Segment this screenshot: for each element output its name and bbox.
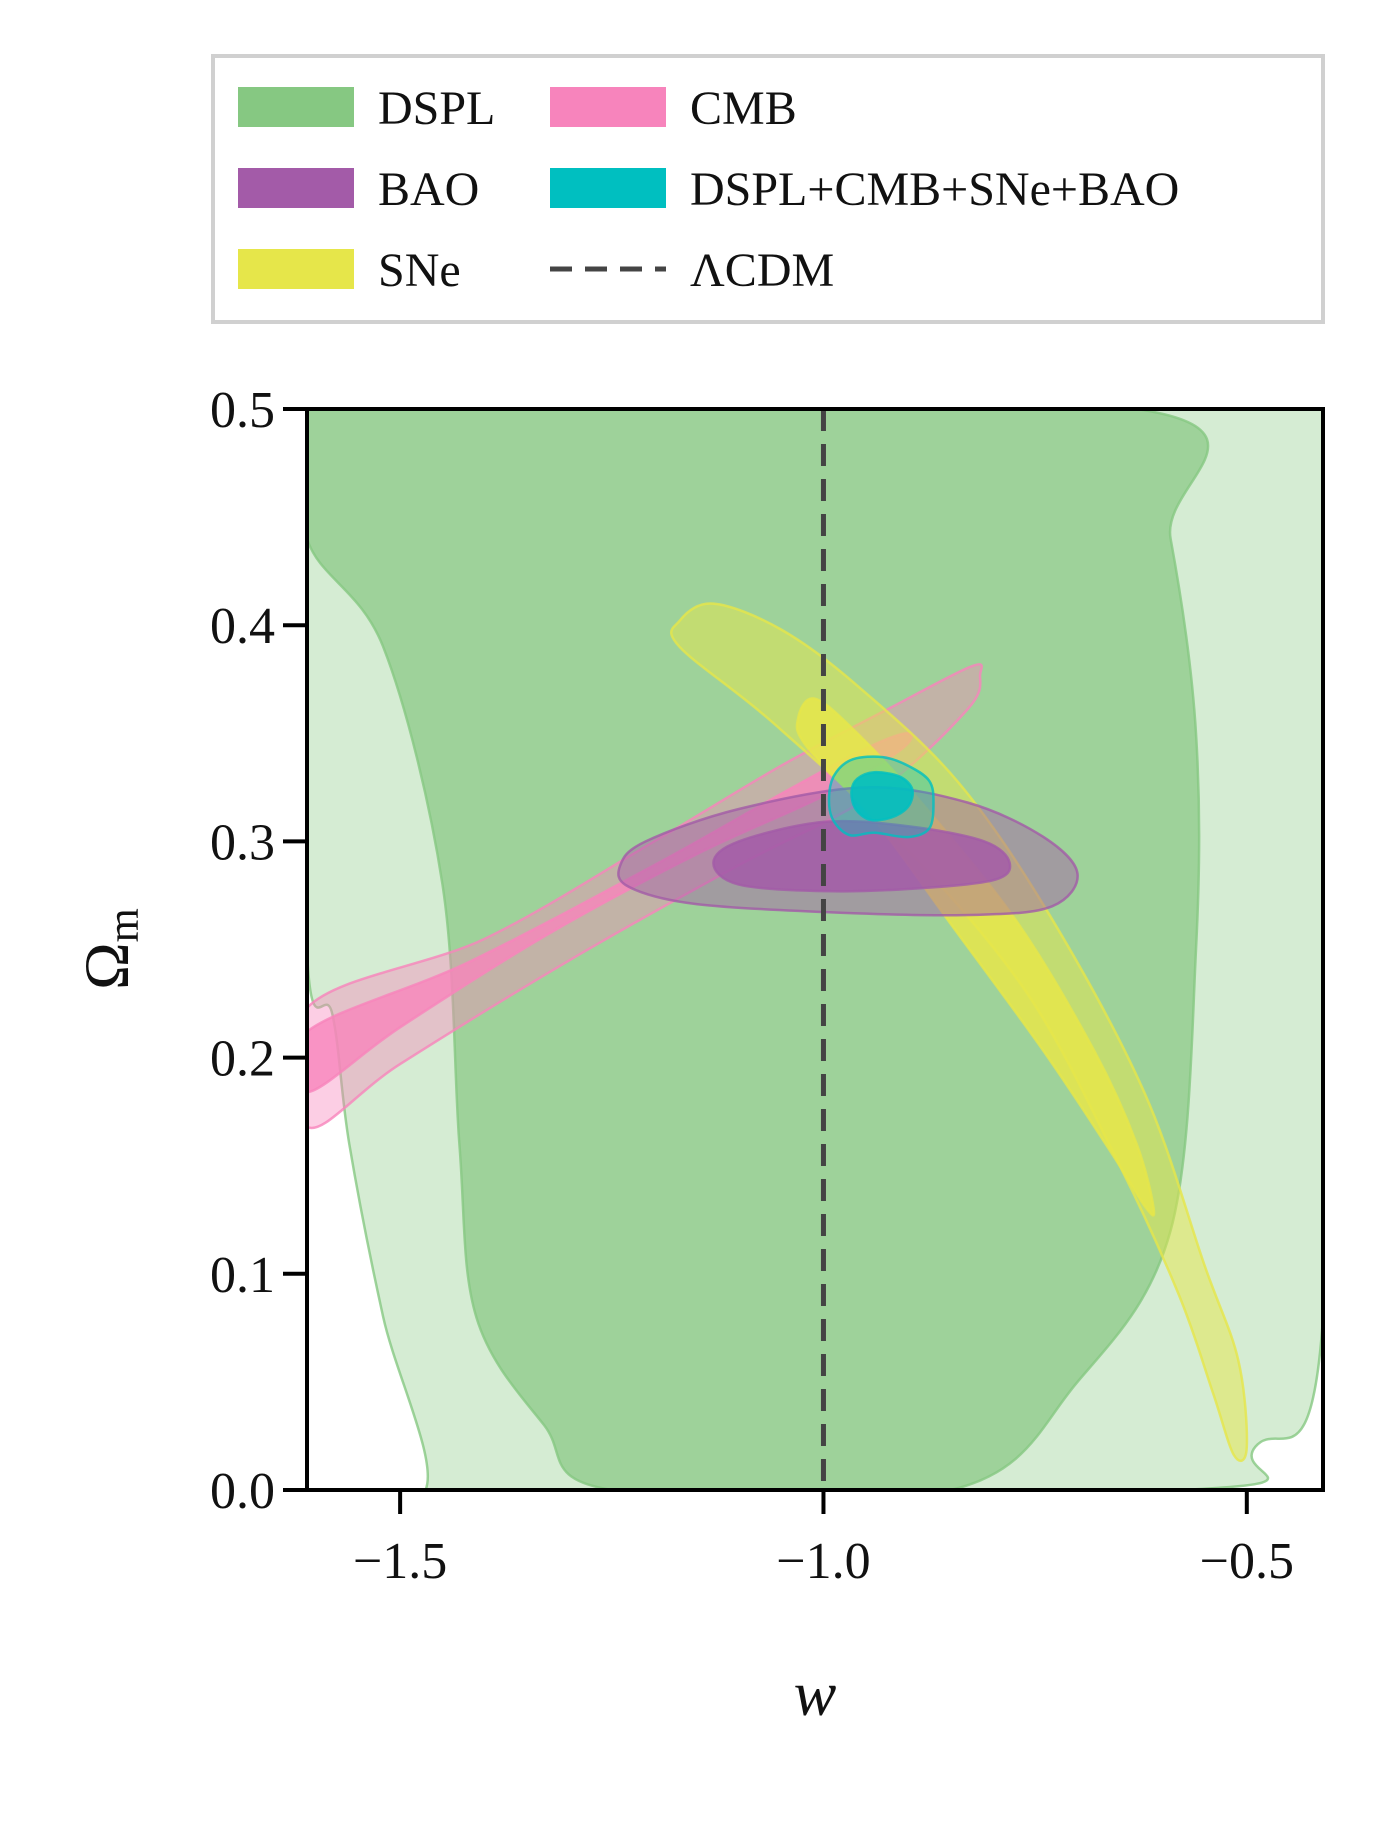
x-axis: −1.5 −1.0 −0.5 bbox=[353, 1490, 1294, 1590]
legend-item-dspl-cmb-sne-bao: DSPL+CMB+SNe+BAO bbox=[550, 163, 1179, 216]
y-axis: 0.0 0.1 0.2 0.3 0.4 0.5 bbox=[210, 382, 307, 1520]
legend-item-bao: BAO bbox=[238, 163, 479, 216]
legend-label: SNe bbox=[378, 244, 461, 297]
x-tick-label: −0.5 bbox=[1200, 1533, 1294, 1590]
dspl-contour-1sigma bbox=[307, 409, 1210, 1490]
x-axis-label: w bbox=[794, 1658, 837, 1729]
y-axis-label-main: Ω bbox=[71, 942, 142, 990]
y-axis-label-sub: m bbox=[99, 908, 148, 942]
x-tick-label: −1.0 bbox=[776, 1533, 870, 1590]
y-tick-label: 0.1 bbox=[210, 1247, 275, 1304]
legend: DSPL BAO SNe CMB DSPL+CMB+SNe+BAO ΛCDM bbox=[211, 54, 1325, 324]
plot-area: −1.5 −1.0 −0.5 0.0 0.1 0.2 0.3 0.4 0.5 bbox=[210, 382, 1325, 1590]
legend-label: ΛCDM bbox=[690, 244, 834, 297]
legend-label: BAO bbox=[378, 163, 479, 216]
legend-label: DSPL+CMB+SNe+BAO bbox=[690, 163, 1179, 216]
y-axis-label: Ωm bbox=[71, 908, 148, 990]
legend-label: CMB bbox=[690, 82, 797, 135]
legend-swatch bbox=[238, 168, 354, 208]
legend-swatch bbox=[550, 168, 666, 208]
y-tick-label: 0.3 bbox=[210, 814, 275, 871]
y-tick-label: 0.0 bbox=[210, 1463, 275, 1520]
legend-item-dspl: DSPL bbox=[238, 82, 495, 135]
x-tick-label: −1.5 bbox=[353, 1533, 447, 1590]
legend-item-cdm: ΛCDM bbox=[550, 244, 834, 297]
legend-frame bbox=[211, 54, 1325, 324]
y-tick-label: 0.4 bbox=[210, 598, 275, 655]
legend-label: DSPL bbox=[378, 82, 495, 135]
legend-item-sne: SNe bbox=[238, 244, 461, 297]
y-tick-label: 0.2 bbox=[210, 1031, 275, 1088]
legend-swatch bbox=[550, 87, 666, 127]
bao-contour-1sigma bbox=[712, 819, 1012, 893]
dspl-cmb-sne-bao-contour-1sigma bbox=[850, 770, 915, 822]
legend-item-cmb: CMB bbox=[550, 82, 797, 135]
legend-swatch bbox=[238, 87, 354, 127]
legend-swatch bbox=[238, 249, 354, 289]
y-tick-label: 0.5 bbox=[210, 382, 275, 439]
plot-frame bbox=[305, 407, 1325, 1492]
